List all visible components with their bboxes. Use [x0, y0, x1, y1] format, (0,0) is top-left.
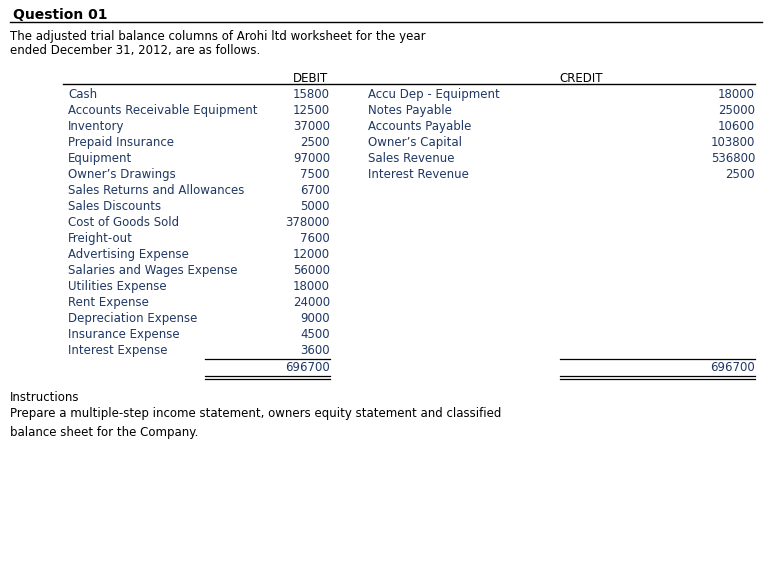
Text: Prepaid Insurance: Prepaid Insurance	[68, 136, 174, 149]
Text: Accounts Payable: Accounts Payable	[368, 120, 472, 133]
Text: Inventory: Inventory	[68, 120, 124, 133]
Text: Salaries and Wages Expense: Salaries and Wages Expense	[68, 264, 238, 277]
Text: 7500: 7500	[300, 168, 330, 181]
Text: Sales Revenue: Sales Revenue	[368, 152, 455, 165]
Text: Interest Revenue: Interest Revenue	[368, 168, 469, 181]
Text: 18000: 18000	[718, 88, 755, 101]
Text: Interest Expense: Interest Expense	[68, 344, 168, 357]
Text: 56000: 56000	[293, 264, 330, 277]
Text: Notes Payable: Notes Payable	[368, 104, 452, 117]
Text: 696700: 696700	[285, 361, 330, 374]
Text: 3600: 3600	[300, 344, 330, 357]
Text: 18000: 18000	[293, 280, 330, 293]
Text: 12500: 12500	[293, 104, 330, 117]
Text: The adjusted trial balance columns of Arohi ltd worksheet for the year: The adjusted trial balance columns of Ar…	[10, 30, 425, 43]
Text: 37000: 37000	[293, 120, 330, 133]
Text: Freight-out: Freight-out	[68, 232, 133, 245]
Text: 536800: 536800	[710, 152, 755, 165]
Text: 25000: 25000	[718, 104, 755, 117]
Text: 12000: 12000	[293, 248, 330, 261]
Text: 378000: 378000	[286, 216, 330, 229]
Text: Depreciation Expense: Depreciation Expense	[68, 312, 198, 325]
Text: Rent Expense: Rent Expense	[68, 296, 149, 309]
Text: Question 01: Question 01	[13, 8, 107, 22]
Text: Cost of Goods Sold: Cost of Goods Sold	[68, 216, 179, 229]
Text: 103800: 103800	[710, 136, 755, 149]
Text: Advertising Expense: Advertising Expense	[68, 248, 189, 261]
Text: Owner’s Capital: Owner’s Capital	[368, 136, 462, 149]
Text: 696700: 696700	[710, 361, 755, 374]
Text: 10600: 10600	[718, 120, 755, 133]
Text: 9000: 9000	[300, 312, 330, 325]
Text: Accu Dep - Equipment: Accu Dep - Equipment	[368, 88, 499, 101]
Text: Owner’s Drawings: Owner’s Drawings	[68, 168, 176, 181]
Text: 6700: 6700	[300, 184, 330, 197]
Text: 97000: 97000	[293, 152, 330, 165]
Text: Insurance Expense: Insurance Expense	[68, 328, 180, 341]
Text: DEBIT: DEBIT	[293, 72, 327, 85]
Text: 7600: 7600	[300, 232, 330, 245]
Text: CREDIT: CREDIT	[560, 72, 603, 85]
Text: 2500: 2500	[300, 136, 330, 149]
Text: Utilities Expense: Utilities Expense	[68, 280, 167, 293]
Text: Sales Returns and Allowances: Sales Returns and Allowances	[68, 184, 245, 197]
Text: Prepare a multiple-step income statement, owners equity statement and classified: Prepare a multiple-step income statement…	[10, 407, 501, 439]
Text: Cash: Cash	[68, 88, 97, 101]
Text: Instructions: Instructions	[10, 391, 80, 404]
Text: ended December 31, 2012, are as follows.: ended December 31, 2012, are as follows.	[10, 44, 260, 57]
Text: 2500: 2500	[726, 168, 755, 181]
Text: 15800: 15800	[293, 88, 330, 101]
Text: Sales Discounts: Sales Discounts	[68, 200, 161, 213]
Text: Accounts Receivable Equipment: Accounts Receivable Equipment	[68, 104, 258, 117]
Text: 5000: 5000	[300, 200, 330, 213]
Text: Equipment: Equipment	[68, 152, 132, 165]
Text: 24000: 24000	[293, 296, 330, 309]
Text: 4500: 4500	[300, 328, 330, 341]
